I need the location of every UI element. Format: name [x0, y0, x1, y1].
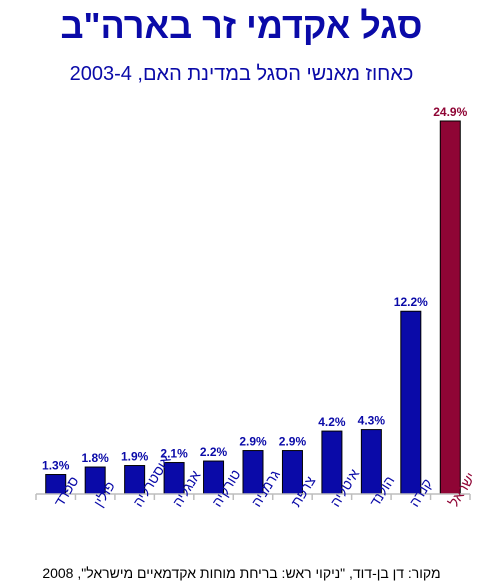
bar-value-label: 1.3%	[42, 459, 70, 473]
bar-value-label: 2.9%	[279, 435, 307, 449]
bar-value-label: 1.9%	[121, 450, 149, 464]
chart-title: סגל אקדמי זר בארה"ב	[60, 5, 423, 46]
chart-subtitle: כאחוז מאנשי הסגל במדינת האם, 2003-4	[69, 63, 414, 85]
bar-value-label: 12.2%	[394, 295, 428, 309]
bar-value-label: 4.3%	[358, 414, 386, 428]
bars-group	[45, 120, 461, 495]
bar-value-label: 2.9%	[239, 435, 267, 449]
x-ticks-group	[35, 494, 471, 500]
value-labels-group: 1.3% 1.8% 1.9% 2.1% 2.2% 2.9% 2.9% 4.2% 4.3% 12.2…	[42, 105, 468, 473]
bar	[439, 120, 461, 495]
bar-value-label: 1.8%	[82, 451, 110, 465]
bar	[400, 310, 422, 495]
bar-value-label: 24.9%	[433, 105, 467, 119]
bar-value-label: 4.2%	[318, 415, 346, 429]
bar-value-label: 2.1%	[160, 447, 188, 461]
bar-value-label: 2.2%	[200, 445, 228, 459]
source-note: מקור: דן בן-דוד, "ניקוי ראש: בריחת מוחות…	[42, 565, 441, 581]
